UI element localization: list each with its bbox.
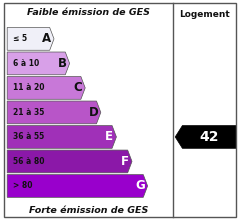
Text: 36 à 55: 36 à 55 [13,132,44,141]
Text: G: G [136,180,145,192]
Text: Faible émission de GES: Faible émission de GES [27,8,150,16]
Polygon shape [7,101,101,124]
Text: E: E [105,130,113,143]
Polygon shape [7,175,148,197]
Text: F: F [121,155,129,168]
Text: Forte émission de GES: Forte émission de GES [29,206,148,215]
Polygon shape [7,126,116,148]
Text: C: C [74,81,82,94]
Text: 6 à 10: 6 à 10 [13,59,39,68]
Text: 56 à 80: 56 à 80 [13,157,45,166]
Polygon shape [7,52,70,75]
Text: ≤ 5: ≤ 5 [13,34,27,43]
Text: 21 à 35: 21 à 35 [13,108,45,117]
Text: 42: 42 [200,130,219,144]
Polygon shape [7,77,85,99]
Text: 11 à 20: 11 à 20 [13,83,45,92]
Text: B: B [58,57,67,70]
Text: D: D [89,106,98,119]
Text: > 80: > 80 [13,182,33,191]
Text: Logement: Logement [179,10,230,19]
Polygon shape [175,126,236,148]
Polygon shape [7,150,132,173]
Polygon shape [7,28,54,50]
Text: A: A [42,32,51,45]
